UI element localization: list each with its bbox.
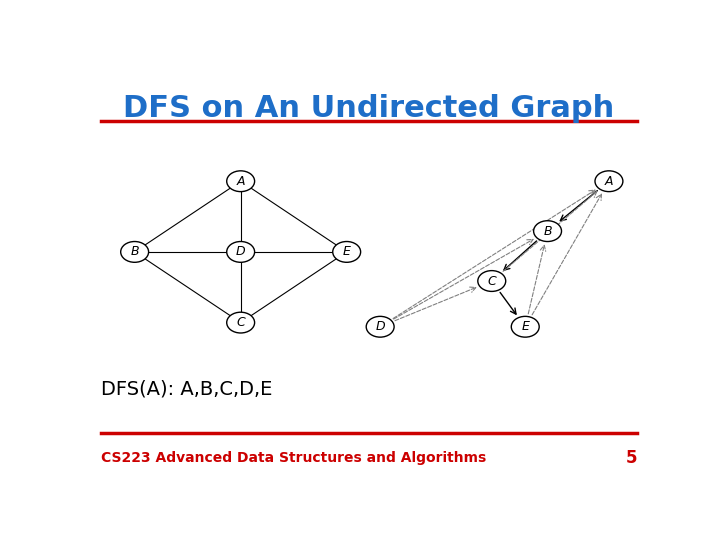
- Circle shape: [478, 271, 505, 292]
- Text: 5: 5: [626, 449, 637, 467]
- Text: DFS on An Undirected Graph: DFS on An Undirected Graph: [123, 94, 615, 123]
- Text: D: D: [375, 320, 385, 333]
- Circle shape: [534, 221, 562, 241]
- Circle shape: [333, 241, 361, 262]
- Circle shape: [121, 241, 148, 262]
- Text: E: E: [521, 320, 529, 333]
- Text: CS223 Advanced Data Structures and Algorithms: CS223 Advanced Data Structures and Algor…: [101, 451, 487, 465]
- Circle shape: [511, 316, 539, 337]
- Circle shape: [227, 171, 255, 192]
- Text: DFS(A): A,B,C,D,E: DFS(A): A,B,C,D,E: [101, 380, 273, 399]
- Text: C: C: [236, 316, 245, 329]
- Circle shape: [595, 171, 623, 192]
- Circle shape: [227, 312, 255, 333]
- Text: B: B: [130, 245, 139, 259]
- Text: C: C: [487, 274, 496, 287]
- Circle shape: [366, 316, 394, 337]
- Text: A: A: [605, 175, 613, 188]
- Text: D: D: [236, 245, 246, 259]
- Text: A: A: [236, 175, 245, 188]
- Text: B: B: [544, 225, 552, 238]
- Circle shape: [227, 241, 255, 262]
- Text: E: E: [343, 245, 351, 259]
